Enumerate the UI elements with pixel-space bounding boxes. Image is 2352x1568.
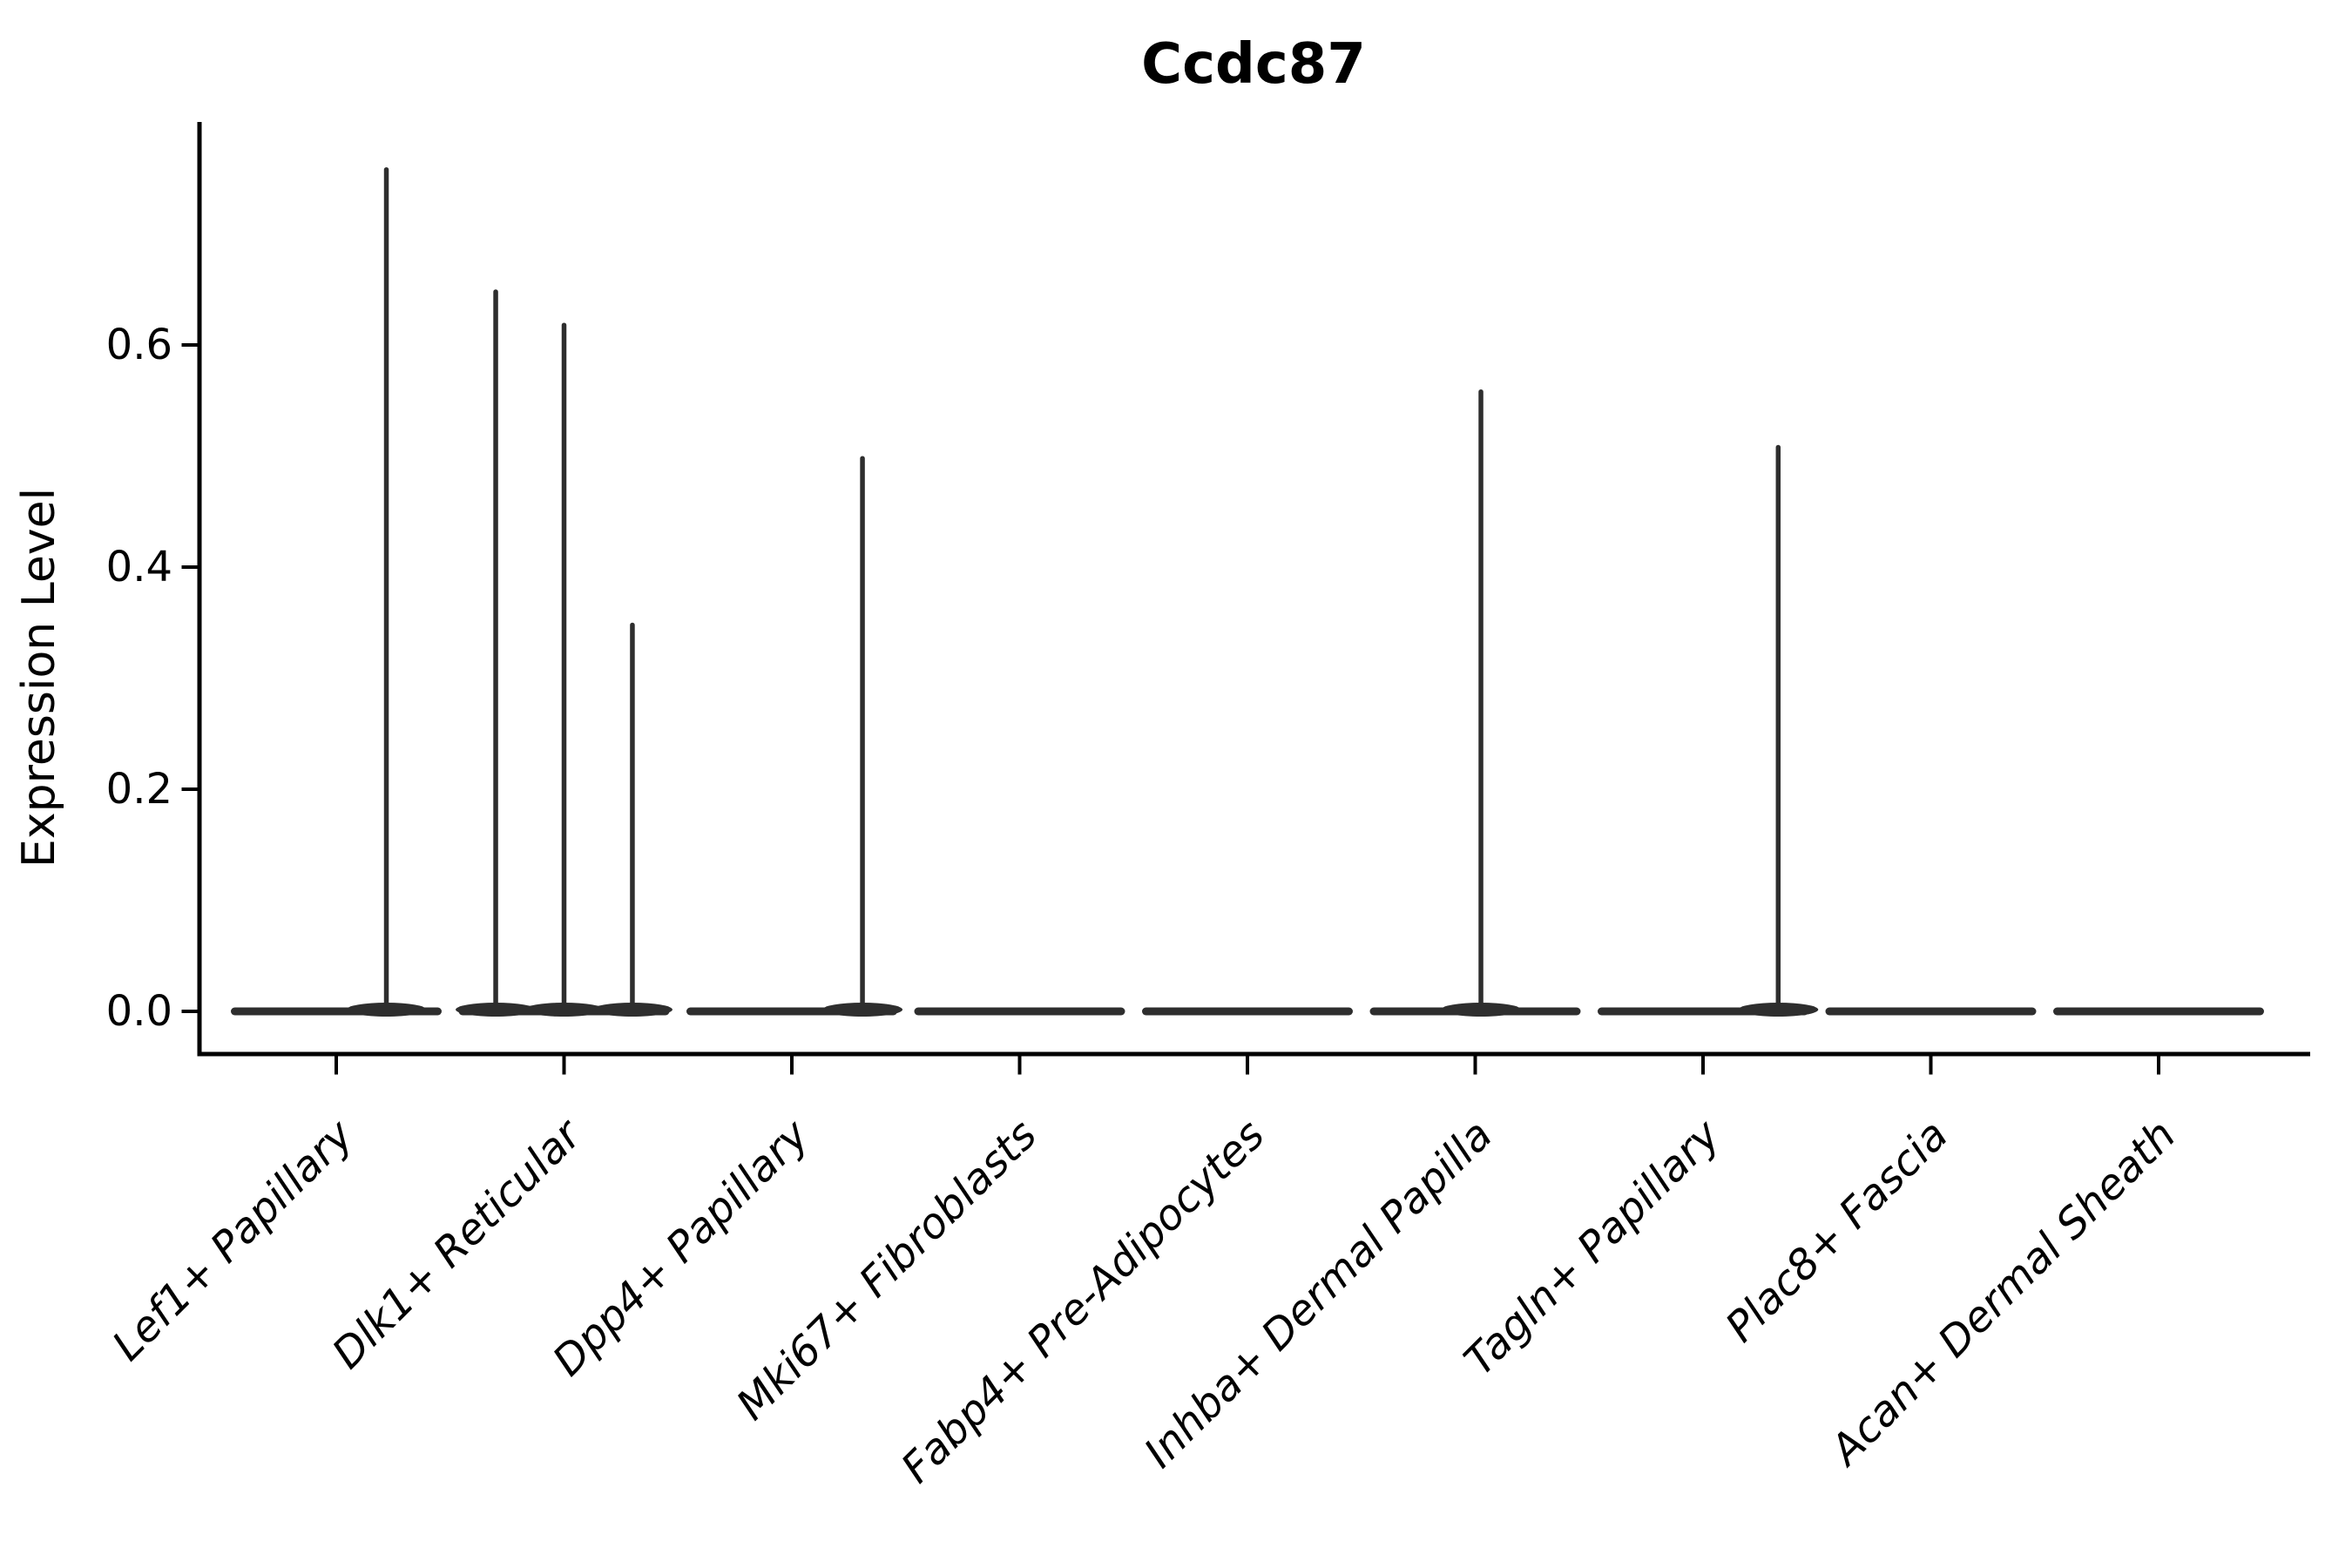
x-tick-label: Plac8+ Fascia	[1716, 1111, 1957, 1352]
y-tick-mark	[181, 343, 198, 347]
x-tick-label: Fabp4+ Pre-Adipocytes	[892, 1111, 1274, 1493]
violin	[1142, 1007, 1353, 1016]
y-tick-label: 0.6	[106, 321, 172, 369]
x-tick-mark	[1473, 1056, 1477, 1075]
violin-base	[1825, 1007, 2037, 1016]
y-tick-label: 0.4	[106, 543, 172, 591]
violin	[1598, 444, 1819, 1017]
violin-base	[2053, 1007, 2264, 1016]
x-tick-mark	[1017, 1056, 1022, 1075]
y-tick-mark	[181, 1010, 198, 1013]
x-tick-label: Tagln+ Papillary	[1455, 1110, 1730, 1385]
violin-spike	[630, 622, 635, 1013]
x-tick-label: Lef1+ Papillary	[103, 1110, 363, 1370]
y-axis-spine	[197, 122, 202, 1057]
x-tick-mark	[562, 1056, 566, 1075]
violin	[686, 456, 903, 1017]
violin-spike	[383, 167, 389, 1013]
x-tick-mark	[2157, 1056, 2160, 1075]
violin	[914, 1007, 1125, 1016]
y-tick-mark	[181, 565, 198, 569]
violin-spike	[1478, 389, 1484, 1013]
x-tick-mark	[1701, 1056, 1705, 1075]
x-tick-label: Dlk1+ Reticular	[323, 1109, 593, 1379]
violin-base	[1142, 1007, 1353, 1016]
y-tick-label: 0.2	[106, 765, 172, 814]
chart-title: Ccdc87	[1141, 32, 1366, 97]
y-tick-mark	[181, 787, 198, 791]
violin-base	[914, 1007, 1125, 1016]
x-tick-mark	[1246, 1056, 1249, 1075]
violin	[456, 289, 672, 1017]
x-axis-spine	[197, 1051, 2310, 1057]
y-axis-label: Expression Level	[13, 488, 65, 868]
x-tick-mark	[335, 1056, 338, 1075]
violin	[1369, 389, 1581, 1017]
violin-layer	[231, 167, 2264, 1017]
violin	[2053, 1007, 2264, 1016]
violin	[231, 167, 442, 1017]
violin-spike	[1775, 444, 1781, 1013]
y-tick-label: 0.0	[106, 987, 172, 1036]
violin-spike	[493, 289, 498, 1013]
x-tick-mark	[790, 1056, 794, 1075]
violin	[1825, 1007, 2037, 1016]
x-tick-mark	[1929, 1056, 1933, 1075]
violin-spike	[561, 322, 567, 1013]
violin-spike	[860, 456, 865, 1013]
